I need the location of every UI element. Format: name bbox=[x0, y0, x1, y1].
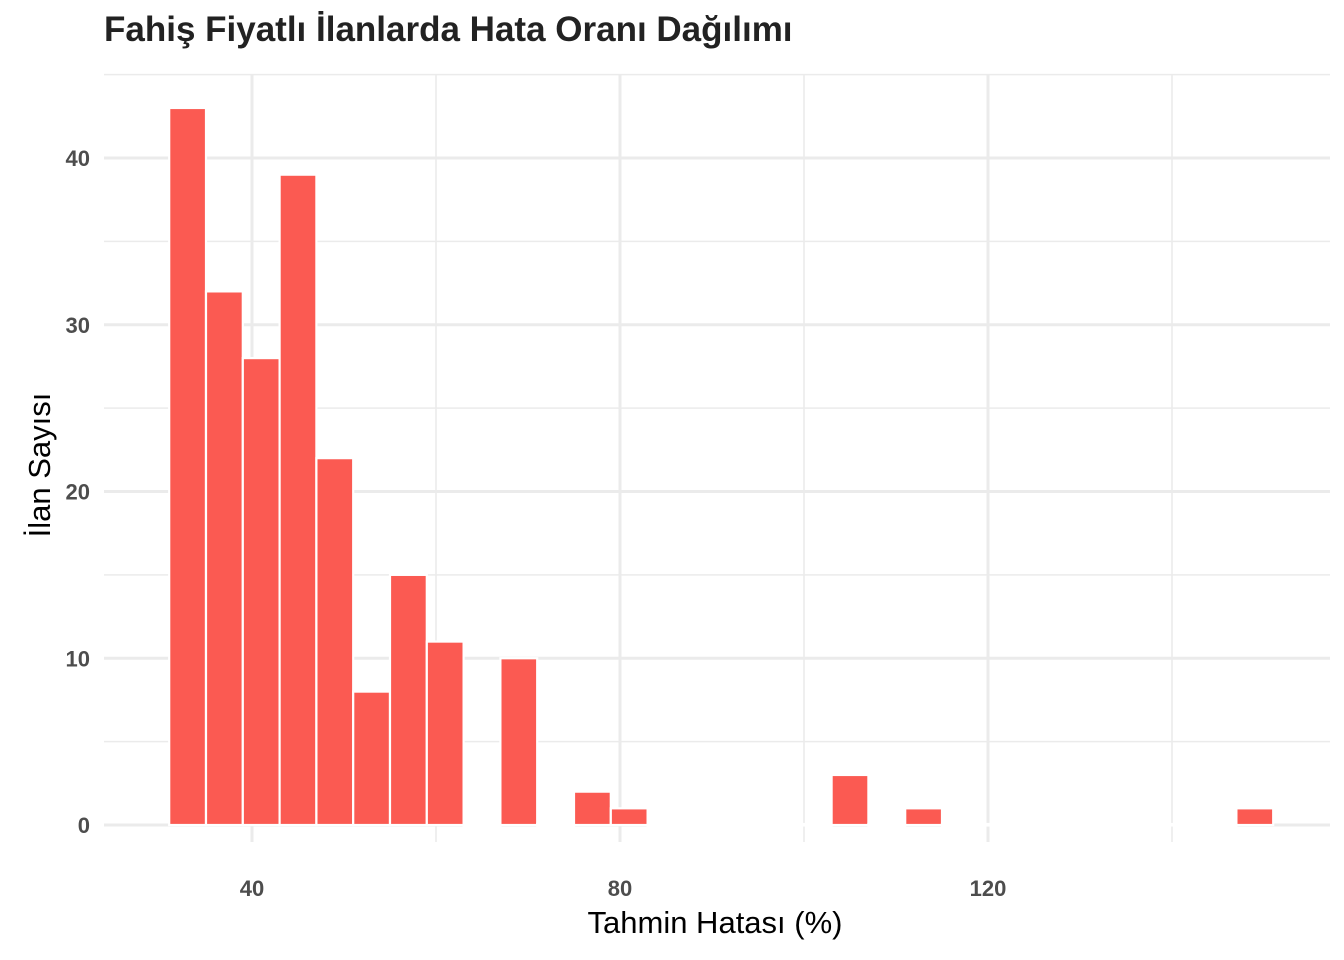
x-axis-label: Tahmin Hatası (%) bbox=[587, 905, 843, 940]
histogram-bar bbox=[204, 290, 244, 827]
histogram-bar bbox=[1198, 822, 1238, 827]
histogram-bar bbox=[683, 822, 723, 827]
x-tick-label: 40 bbox=[240, 876, 264, 901]
histogram-bar bbox=[1014, 822, 1054, 827]
histogram-bars bbox=[168, 106, 1275, 827]
histogram-bar bbox=[720, 822, 760, 827]
histogram-bar bbox=[278, 173, 318, 827]
y-axis-ticks: 0 10 20 30 40 bbox=[66, 146, 90, 838]
histogram-bar bbox=[867, 822, 907, 827]
histogram-bar bbox=[756, 822, 796, 827]
x-tick-label: 80 bbox=[608, 876, 632, 901]
histogram-bar bbox=[793, 822, 833, 827]
histogram-bar bbox=[315, 457, 355, 827]
y-tick-label: 30 bbox=[66, 313, 90, 338]
histogram-bar bbox=[425, 640, 465, 827]
histogram-bar bbox=[830, 773, 870, 827]
histogram-bar bbox=[1161, 822, 1201, 827]
histogram-bar bbox=[499, 657, 539, 827]
histogram-bar bbox=[388, 573, 428, 827]
histogram-bar bbox=[462, 822, 502, 827]
histogram-bar bbox=[646, 822, 686, 827]
histogram-bar bbox=[977, 822, 1017, 827]
y-tick-label: 20 bbox=[66, 480, 90, 505]
histogram-bar bbox=[241, 357, 281, 827]
histogram-bar bbox=[1124, 822, 1164, 827]
histogram-bar bbox=[536, 822, 576, 827]
histogram-bar bbox=[1088, 822, 1128, 827]
histogram-bar bbox=[1235, 807, 1275, 827]
histogram-bar bbox=[168, 106, 208, 827]
histogram-bar bbox=[352, 690, 392, 827]
chart-title: Fahiş Fiyatlı İlanlarda Hata Oranı Dağıl… bbox=[104, 10, 793, 49]
histogram-bar bbox=[572, 790, 612, 827]
histogram-bar bbox=[904, 807, 944, 827]
y-axis-label: İlan Sayısı bbox=[22, 392, 57, 538]
histogram-bar bbox=[1051, 822, 1091, 827]
x-tick-label: 120 bbox=[970, 876, 1007, 901]
y-tick-label: 40 bbox=[66, 146, 90, 171]
y-tick-label: 10 bbox=[66, 646, 90, 671]
y-tick-label: 0 bbox=[78, 813, 90, 838]
histogram-bar bbox=[609, 807, 649, 827]
histogram-bar bbox=[940, 822, 980, 827]
x-axis-ticks: 40 80 120 bbox=[240, 876, 1007, 901]
